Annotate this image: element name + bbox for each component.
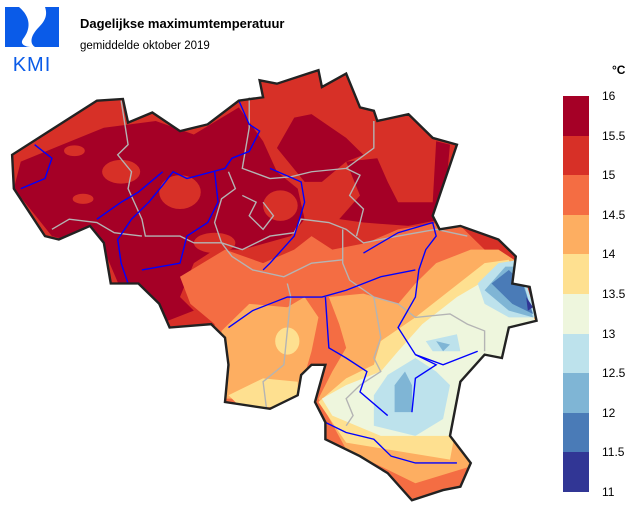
province-borders [51,97,486,427]
zone-11-11.5 [526,297,534,311]
river-zenne [141,171,219,271]
legend-tick-label: 16 [602,89,616,103]
legend-tick-label: 15 [602,168,616,183]
map-title: Dagelijkse maximumtemperatuur [80,16,285,31]
legend-swatch [563,373,589,413]
zone-11.5-12 [491,269,534,314]
legend-swatch [563,293,589,334]
legend-swatch [563,452,589,492]
legend-swatch [563,96,589,136]
legend-tick-label: 12 [602,405,616,420]
rivers [20,100,478,464]
legend-swatch [563,333,589,374]
legend-tick-label: 12.5 [602,366,626,381]
legend-swatch [563,214,589,255]
svg-text:KMI: KMI [13,54,52,73]
legend-tick-label: 14 [602,247,616,262]
river-schelde [116,100,261,284]
legend-tick-label: 11.5 [602,445,625,460]
river-dijle [262,167,306,271]
legend-tick-label: 15.5 [602,128,626,143]
kmi-logo: KMI [5,7,59,73]
legend-tick-label: 11 [602,485,615,499]
legend-tick-label: 13.5 [602,287,626,301]
temperature-zones [12,70,537,501]
legend-tick-label: 14.5 [602,207,626,222]
legend-swatch [563,175,589,215]
river-maas-south [324,297,389,417]
map-subtitle: gemiddelde oktober 2019 [80,40,210,52]
color-legend [563,96,589,492]
legend-swatch [563,412,589,453]
belgium-temperature-map [10,68,538,502]
legend-swatch [563,135,589,176]
river-ourthe [411,354,438,413]
river-maas [363,221,478,366]
legend-tick-label: 13 [602,326,616,341]
river-sambre [228,269,416,329]
legend-swatch [563,254,589,294]
river-leie [20,144,53,190]
zone-13-13.5 [321,263,537,436]
legend-unit: °C [612,63,626,77]
river-dender [96,171,164,220]
river-semois [325,421,457,464]
